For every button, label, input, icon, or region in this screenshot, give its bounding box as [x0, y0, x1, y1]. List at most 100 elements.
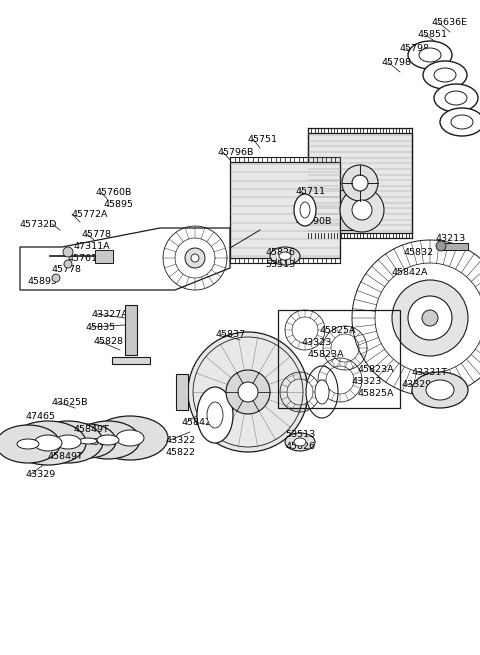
Ellipse shape	[116, 430, 144, 446]
Ellipse shape	[33, 421, 103, 463]
Text: 45798: 45798	[382, 58, 412, 67]
Text: 45760B: 45760B	[96, 188, 132, 197]
Ellipse shape	[207, 402, 223, 428]
Ellipse shape	[285, 433, 315, 451]
Circle shape	[408, 296, 452, 340]
Bar	[112, 357, 150, 364]
Text: 45711: 45711	[296, 187, 326, 196]
Text: 45826: 45826	[285, 442, 315, 451]
Circle shape	[52, 274, 60, 282]
Text: 47465: 47465	[26, 412, 56, 421]
Circle shape	[185, 248, 205, 268]
Ellipse shape	[197, 387, 233, 443]
Bar	[440, 243, 468, 250]
Text: 45895: 45895	[104, 200, 134, 209]
Ellipse shape	[17, 439, 39, 449]
Text: 43323: 43323	[302, 338, 332, 347]
Text: 45849T: 45849T	[48, 452, 84, 461]
Text: 43213: 43213	[436, 234, 466, 243]
Ellipse shape	[79, 438, 97, 444]
Text: 43625B: 43625B	[52, 398, 88, 407]
Text: 45835: 45835	[86, 323, 116, 332]
Text: 45828: 45828	[94, 337, 124, 346]
Text: 45772A: 45772A	[72, 210, 108, 219]
Text: 45823A: 45823A	[308, 350, 345, 359]
Text: 45778: 45778	[52, 265, 82, 274]
Ellipse shape	[426, 380, 454, 400]
Circle shape	[352, 200, 372, 220]
Text: 45732D: 45732D	[20, 220, 58, 229]
Text: 45842A: 45842A	[182, 418, 218, 427]
Ellipse shape	[97, 435, 119, 445]
Ellipse shape	[434, 68, 456, 82]
Text: 45778: 45778	[82, 230, 112, 239]
Ellipse shape	[76, 421, 140, 459]
Bar	[176, 374, 188, 410]
Ellipse shape	[419, 48, 441, 62]
Circle shape	[392, 280, 468, 356]
Text: 43300: 43300	[88, 438, 118, 447]
Ellipse shape	[412, 372, 468, 408]
Circle shape	[238, 382, 258, 402]
Bar	[95, 250, 113, 263]
Text: 45837: 45837	[216, 330, 246, 339]
Text: 45636E: 45636E	[432, 18, 468, 27]
Bar	[230, 162, 340, 258]
Circle shape	[436, 241, 446, 251]
Ellipse shape	[34, 435, 62, 451]
Text: 45823A: 45823A	[357, 365, 394, 374]
Text: 45842A: 45842A	[392, 268, 429, 277]
Text: 43331T: 43331T	[412, 368, 448, 377]
Ellipse shape	[440, 108, 480, 136]
Ellipse shape	[270, 247, 300, 265]
Circle shape	[342, 165, 378, 201]
Ellipse shape	[300, 202, 310, 218]
Text: 45825A: 45825A	[357, 389, 394, 398]
Circle shape	[191, 254, 199, 262]
Bar	[340, 190, 358, 230]
Text: 45796B: 45796B	[218, 148, 254, 157]
Ellipse shape	[434, 84, 478, 112]
Text: 45832: 45832	[404, 248, 434, 257]
Circle shape	[340, 188, 384, 232]
Text: 43323: 43323	[351, 377, 382, 386]
Bar	[308, 133, 412, 233]
Ellipse shape	[294, 194, 316, 226]
Ellipse shape	[315, 380, 329, 404]
Circle shape	[352, 175, 368, 191]
Circle shape	[63, 247, 73, 257]
Ellipse shape	[0, 425, 60, 463]
Ellipse shape	[445, 91, 467, 105]
Text: 45826: 45826	[265, 248, 295, 257]
Ellipse shape	[294, 438, 306, 446]
Text: 47311A: 47311A	[74, 242, 110, 251]
Circle shape	[226, 370, 270, 414]
Text: 45761C: 45761C	[67, 254, 104, 263]
Circle shape	[188, 332, 308, 452]
Ellipse shape	[408, 41, 452, 69]
Circle shape	[422, 310, 438, 326]
Ellipse shape	[279, 252, 291, 260]
Ellipse shape	[92, 416, 168, 460]
Text: 45798: 45798	[400, 44, 430, 53]
Ellipse shape	[10, 421, 86, 465]
Text: 45851: 45851	[418, 30, 448, 39]
Circle shape	[64, 260, 72, 268]
Text: 43322: 43322	[165, 436, 195, 445]
Text: 43329: 43329	[26, 470, 56, 479]
Text: 45825A: 45825A	[320, 326, 357, 335]
Text: 43329: 43329	[402, 380, 432, 389]
Ellipse shape	[60, 424, 116, 458]
Text: 45822: 45822	[165, 448, 195, 457]
Text: 45790B: 45790B	[296, 217, 332, 226]
Text: 45895: 45895	[28, 277, 58, 286]
Ellipse shape	[423, 61, 467, 89]
Ellipse shape	[55, 435, 81, 449]
Bar	[125, 305, 137, 355]
Text: 53513: 53513	[265, 260, 295, 269]
Text: 53513: 53513	[285, 430, 315, 439]
Text: 45751: 45751	[248, 135, 278, 144]
Text: 45849T: 45849T	[74, 425, 110, 434]
Ellipse shape	[451, 115, 473, 129]
Ellipse shape	[306, 366, 338, 418]
